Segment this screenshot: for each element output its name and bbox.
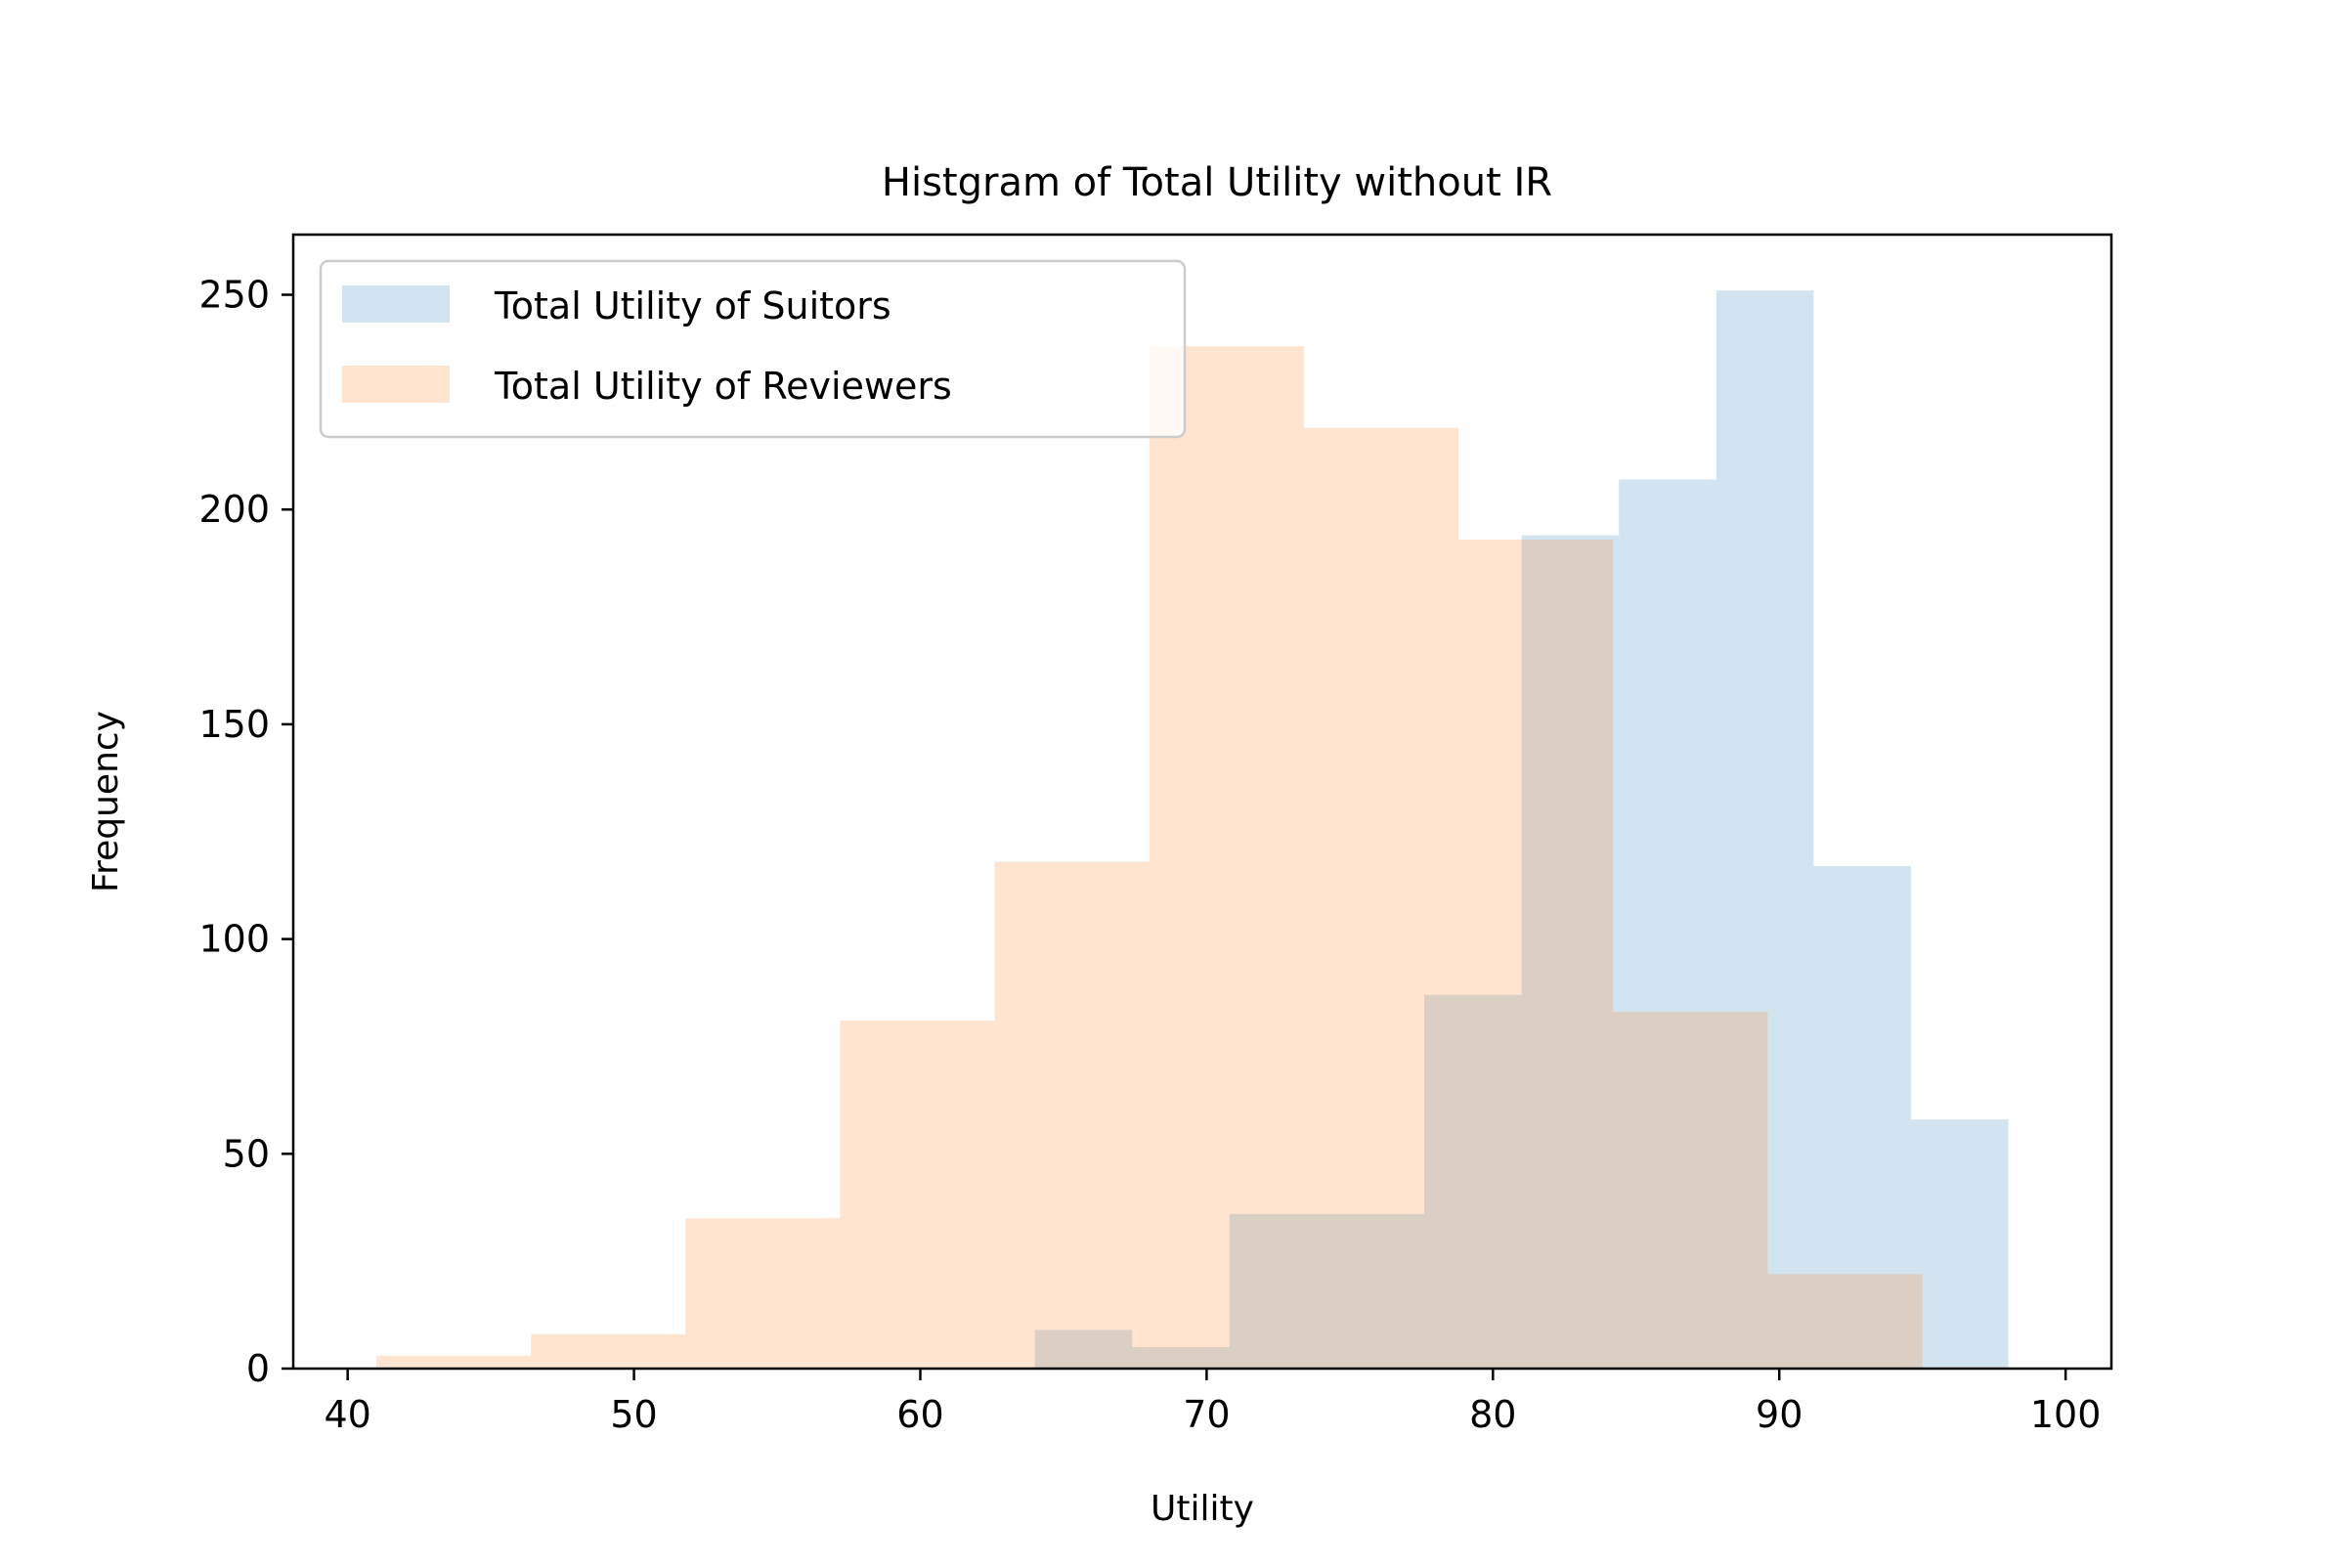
histogram-bar: [1767, 1274, 1923, 1369]
y-tick-label: 0: [246, 1347, 270, 1390]
histogram-bar: [531, 1333, 686, 1369]
y-tick-label: 150: [198, 703, 270, 746]
legend: Total Utility of Suitors Total Utility o…: [319, 259, 1187, 439]
histogram-bar: [1716, 290, 1814, 1369]
axes-frame: [291, 233, 2113, 1371]
histogram-bar: [1303, 427, 1459, 1369]
histogram-bar: [1034, 1329, 1133, 1369]
histogram-bar: [1424, 994, 1522, 1369]
legend-swatch-suitors: [342, 285, 450, 323]
histogram-bar: [1458, 539, 1614, 1369]
y-tick-label: 50: [223, 1132, 270, 1175]
legend-label-suitors: Total Utility of Suitors: [494, 284, 891, 327]
y-tick-label: 200: [198, 488, 270, 531]
histogram-bar: [1910, 1119, 2009, 1369]
y-tick-label: 250: [198, 274, 270, 317]
histogram-bar: [1132, 1347, 1230, 1369]
histogram-bar: [1149, 346, 1304, 1369]
histogram-bar: [994, 861, 1150, 1369]
histogram-bar: [1613, 1012, 1768, 1369]
series-0-bars: [1034, 290, 2009, 1369]
y-axis-label: Frequency: [86, 711, 126, 893]
x-tick-label: 40: [324, 1393, 370, 1436]
x-axis-label: Utility: [1151, 1489, 1254, 1529]
y-axis-ticks: 0 50 100 150 200 250: [198, 274, 293, 1390]
histogram-bar: [1521, 535, 1620, 1369]
x-tick-label: 70: [1183, 1393, 1230, 1436]
histogram-bar: [375, 1355, 532, 1369]
histogram-bars: [375, 290, 2009, 1369]
histogram-bar: [1619, 479, 1716, 1369]
chart-title: Histgram of Total Utility without IR: [882, 160, 1552, 205]
x-tick-label: 50: [610, 1393, 657, 1436]
histogram-bar: [685, 1218, 841, 1369]
x-tick-label: 100: [2030, 1393, 2102, 1436]
x-tick-label: 80: [1469, 1393, 1516, 1436]
x-tick-label: 60: [896, 1393, 943, 1436]
histogram-bar: [1813, 865, 1911, 1369]
legend-swatch-reviewers: [342, 366, 450, 403]
legend-frame: [319, 259, 1187, 439]
histogram-bar: [1326, 1213, 1425, 1369]
x-tick-label: 90: [1756, 1393, 1803, 1436]
legend-label-reviewers: Total Utility of Reviewers: [494, 365, 952, 408]
x-axis-ticks: 40 50 60 70 80 90 100: [324, 1369, 2101, 1436]
histogram-bar: [840, 1021, 995, 1369]
y-tick-label: 100: [198, 918, 270, 961]
series-1-bars: [375, 346, 1923, 1369]
histogram-bar: [1229, 1213, 1327, 1369]
